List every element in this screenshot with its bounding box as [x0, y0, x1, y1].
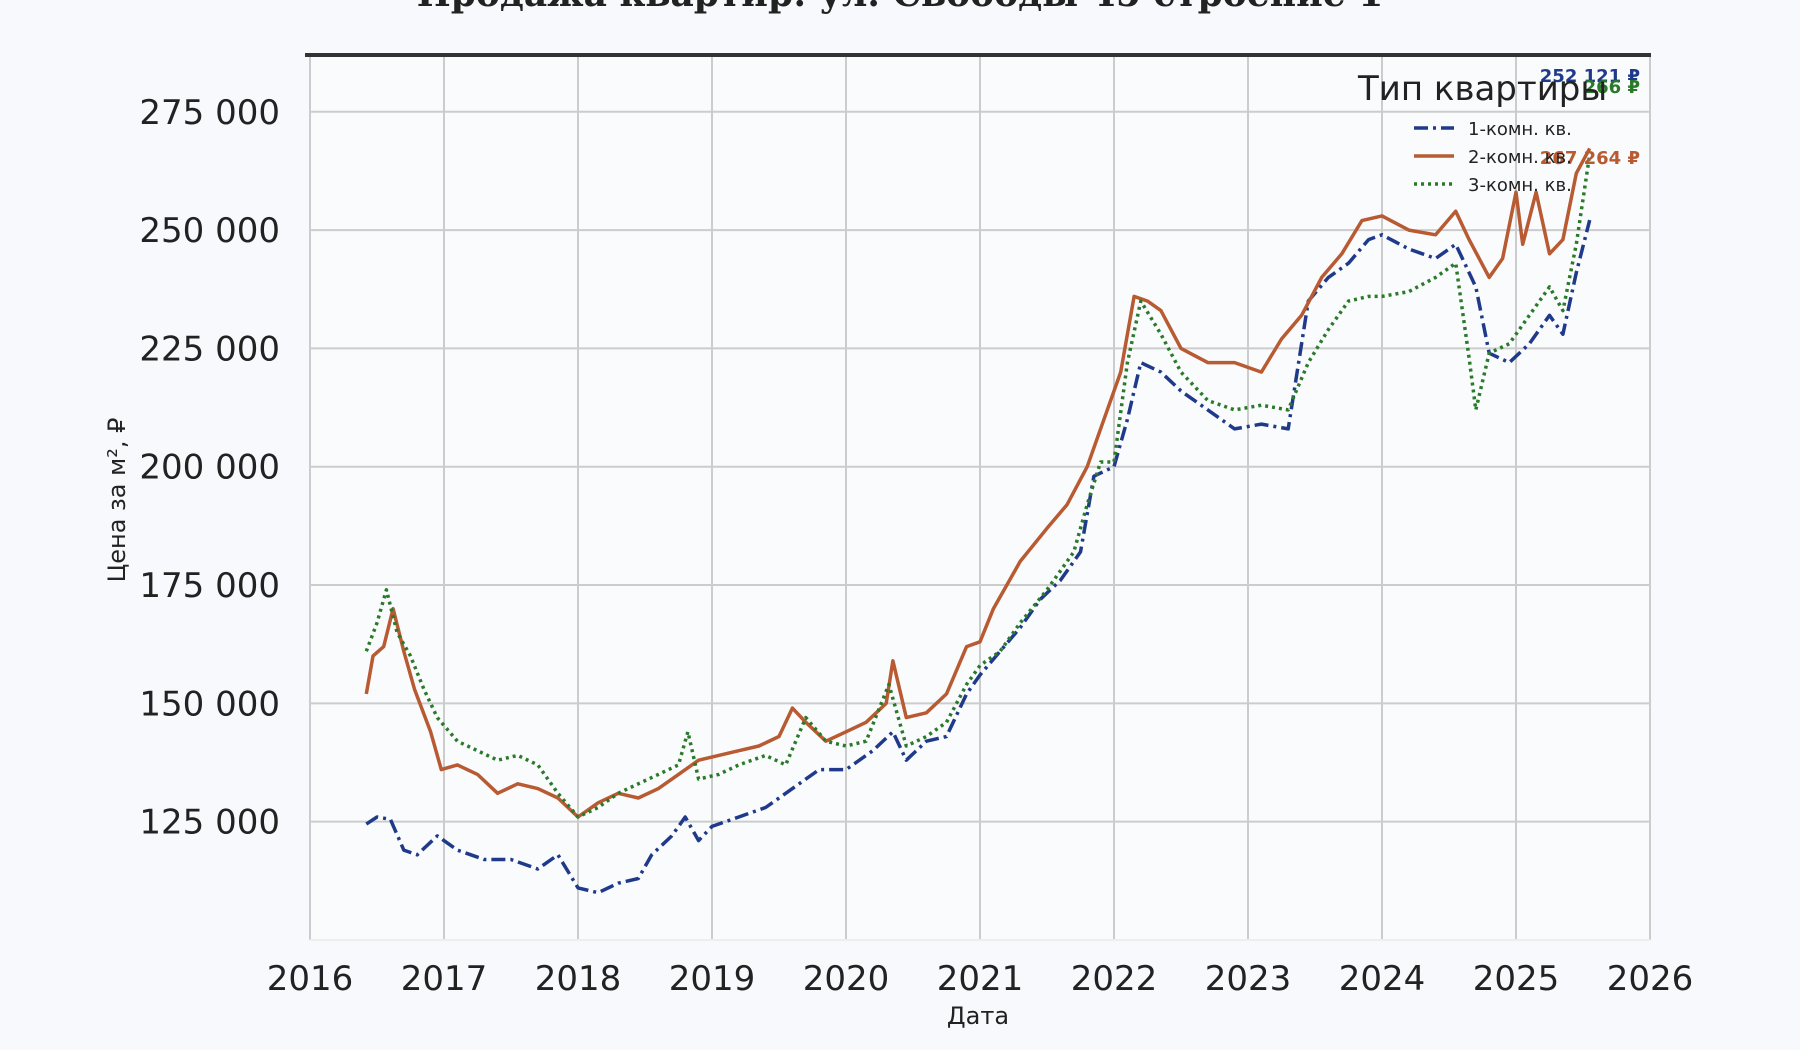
y-tick-label-225000: 225 000 — [139, 329, 280, 369]
legend-label-1: 1-комн. кв. — [1468, 119, 1572, 140]
x-tick-label-2017: 2017 — [401, 959, 488, 999]
x-tick-label-2025: 2025 — [1473, 959, 1560, 999]
legend-label-3: 3-комн. кв. — [1468, 175, 1572, 196]
x-axis-ticks: 2016 2017 2018 2019 2020 2021 2022 2023 2024 2025… — [267, 959, 1694, 999]
y-tick-label-150000: 150 000 — [139, 684, 280, 724]
x-tick-label-2023: 2023 — [1205, 959, 1292, 999]
x-tick-label-2021: 2021 — [937, 959, 1024, 999]
legend-title: Тип квартиры — [1357, 69, 1607, 109]
y-tick-label-125000: 125 000 — [139, 803, 280, 843]
series-line-1 — [365, 219, 1592, 895]
legend: Тип квартиры 1-комн. кв. 2-комн. кв. 3-ком… — [1357, 69, 1607, 196]
y-axis-label: Цена за м², ₽ — [103, 418, 131, 583]
x-tick-label-2020: 2020 — [803, 959, 890, 999]
end-label-1: 252 121 ₽ — [1540, 66, 1640, 87]
y-tick-label-175000: 175 000 — [139, 566, 280, 606]
x-tick-label-2019: 2019 — [669, 959, 756, 999]
x-tick-label-2024: 2024 — [1339, 959, 1426, 999]
series-line-2 — [364, 147, 1592, 819]
end-label-2: 267 264 ₽ — [1540, 148, 1640, 169]
y-tick-label-200000: 200 000 — [139, 448, 280, 488]
series-line-3 — [364, 154, 1592, 819]
x-axis-label: Дата — [947, 1002, 1009, 1030]
grid-lines — [309, 55, 1651, 940]
y-tick-label-250000: 250 000 — [139, 211, 280, 251]
x-tick-label-2022: 2022 — [1071, 959, 1158, 999]
series-lines — [364, 147, 1592, 895]
y-axis-ticks: 125 000 150 000 175 000 200 000 225 000 250 0… — [139, 93, 280, 843]
x-tick-label-2016: 2016 — [267, 959, 354, 999]
x-tick-label-2018: 2018 — [535, 959, 622, 999]
legend-label-2: 2-комн. кв. — [1468, 147, 1572, 168]
chart-title: Продажа квартир: ул. Свободы 45 строение… — [417, 0, 1384, 15]
end-labels: 252 121 ₽ 267 264 ₽ 266 ₽ — [1540, 66, 1640, 169]
y-tick-label-275000: 275 000 — [139, 93, 280, 133]
x-tick-label-2026: 2026 — [1607, 959, 1694, 999]
end-label-3: 266 ₽ — [1584, 77, 1640, 98]
